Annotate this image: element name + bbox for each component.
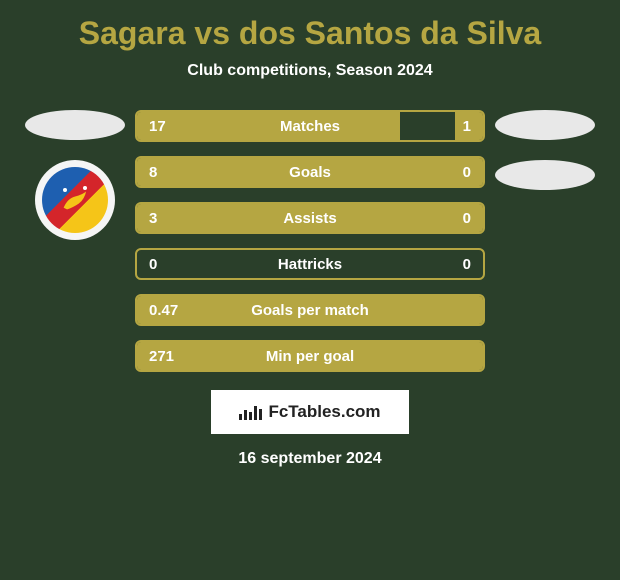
player-photo-placeholder-left bbox=[25, 110, 125, 140]
stat-row: 8 0 Goals bbox=[135, 156, 485, 188]
source-brand-text: FcTables.com bbox=[268, 402, 380, 422]
player-photo-placeholder-right-2 bbox=[495, 160, 595, 190]
comparison-container: Sagara vs dos Santos da Silva Club compe… bbox=[0, 0, 620, 478]
stat-value-left: 0.47 bbox=[149, 302, 178, 319]
stat-value-right: 1 bbox=[463, 118, 471, 135]
stat-label: Assists bbox=[283, 210, 336, 227]
player-photo-placeholder-right-1 bbox=[495, 110, 595, 140]
page-subtitle: Club competitions, Season 2024 bbox=[187, 62, 432, 80]
stat-value-right: 0 bbox=[463, 210, 471, 227]
badge-bird-icon bbox=[55, 180, 95, 220]
stat-value-left: 3 bbox=[149, 210, 157, 227]
stat-bars-column: 17 1 Matches 8 0 Goals 3 0 Assists 0 0 Hattricks 0.4… bbox=[135, 110, 485, 372]
page-title: Sagara vs dos Santos da Silva bbox=[79, 15, 541, 52]
stats-area: 17 1 Matches 8 0 Goals 3 0 Assists 0 0 Hattricks 0.4… bbox=[0, 110, 620, 372]
stat-value-right: 0 bbox=[463, 256, 471, 273]
source-badge: FcTables.com bbox=[211, 390, 408, 434]
left-player-column bbox=[15, 110, 135, 240]
stat-label: Hattricks bbox=[278, 256, 342, 273]
stat-value-left: 17 bbox=[149, 118, 166, 135]
stat-value-right: 0 bbox=[463, 164, 471, 181]
badge-graphic bbox=[42, 167, 108, 233]
stat-value-left: 0 bbox=[149, 256, 157, 273]
stat-label: Min per goal bbox=[266, 348, 354, 365]
stat-label: Goals bbox=[289, 164, 331, 181]
right-player-column bbox=[485, 110, 605, 210]
club-badge-left bbox=[35, 160, 115, 240]
stat-bar-left bbox=[137, 112, 400, 140]
stat-row: 271 Min per goal bbox=[135, 340, 485, 372]
footer-date: 16 september 2024 bbox=[238, 450, 381, 468]
stat-value-left: 271 bbox=[149, 348, 174, 365]
stat-row: 17 1 Matches bbox=[135, 110, 485, 142]
stat-row: 0.47 Goals per match bbox=[135, 294, 485, 326]
chart-icon bbox=[239, 404, 262, 420]
stat-value-left: 8 bbox=[149, 164, 157, 181]
stat-label: Goals per match bbox=[251, 302, 369, 319]
stat-row: 0 0 Hattricks bbox=[135, 248, 485, 280]
stat-label: Matches bbox=[280, 118, 340, 135]
stat-row: 3 0 Assists bbox=[135, 202, 485, 234]
